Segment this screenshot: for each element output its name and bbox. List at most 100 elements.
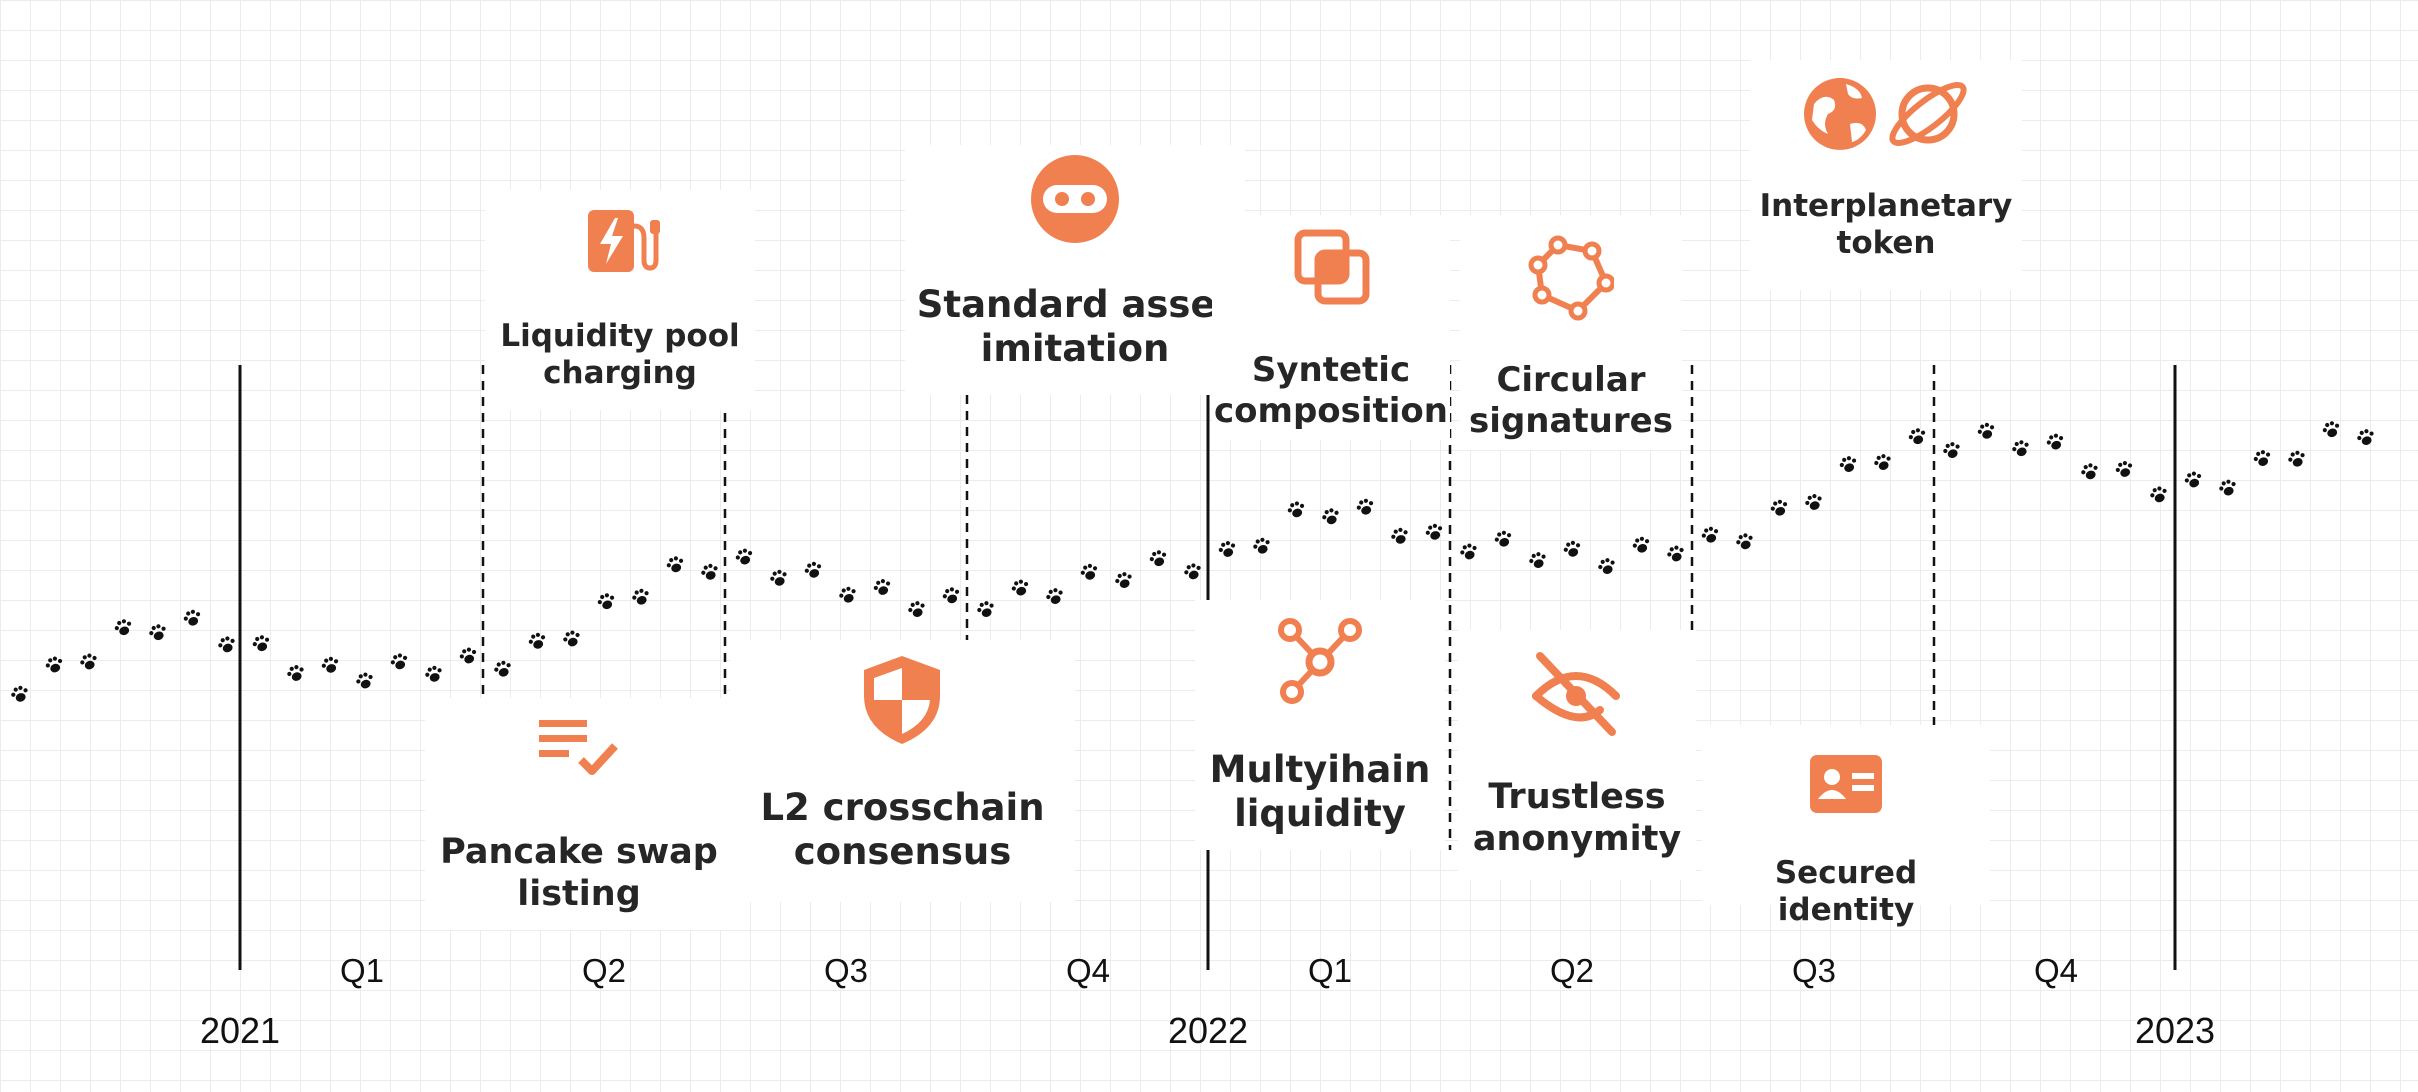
milestone-pancake-swap-listing: Pancake swap listing — [425, 698, 733, 930]
paw-print — [701, 563, 718, 580]
paw-print — [942, 587, 960, 604]
paw-print — [1494, 530, 1512, 547]
paw-print — [425, 665, 442, 682]
quarter-label: Q4 — [1065, 952, 1111, 989]
paw-print — [873, 578, 891, 595]
paw-print — [1287, 501, 1305, 518]
paw-print — [2184, 471, 2202, 488]
paw-print — [218, 636, 235, 653]
paw-print — [1874, 454, 1891, 470]
ev-charger-icon — [582, 202, 660, 280]
milestone-label: Syntetic composition — [1214, 350, 1448, 431]
paw-print — [114, 619, 132, 636]
milestone-label: Standard asset imitation — [916, 283, 1234, 371]
shield-icon — [858, 652, 946, 748]
paw-print — [183, 609, 201, 626]
polygon-nodes-icon — [1528, 235, 1614, 321]
milestone-label: Multyihain liquidity — [1209, 748, 1431, 836]
paw-print — [1943, 442, 1960, 458]
paw-print — [1149, 550, 1167, 567]
paw-print — [1908, 428, 1926, 445]
milestone-secured-identity: Secured identity — [1702, 725, 1990, 928]
paw-print — [977, 601, 994, 617]
paw-print — [666, 556, 684, 573]
paw-print — [908, 601, 925, 617]
paw-print — [1080, 563, 1098, 580]
paw-print — [1391, 527, 1408, 544]
milestone-liquidity-pool-charging: Liquidity pool charging — [485, 190, 755, 410]
paw-print — [563, 630, 580, 647]
milestone-circular-signatures: Circular signatures — [1460, 215, 1682, 450]
milestone-multichain-liquidity: Multyihain liquidity — [1195, 600, 1445, 850]
paw-print — [1253, 537, 1270, 554]
paw-print — [1805, 493, 1822, 510]
paw-print — [2219, 479, 2236, 496]
paw-print — [45, 656, 63, 673]
paw-print — [1701, 526, 1719, 543]
layered-squares-icon — [1292, 227, 1372, 307]
paw-print — [2046, 433, 2064, 450]
paw-print — [2357, 429, 2374, 445]
paw-print — [1529, 552, 1546, 568]
paw-print — [528, 632, 546, 649]
milestone-trustless-anonymity: Trustless anonymity — [1458, 630, 1696, 880]
paw-print — [1115, 572, 1132, 588]
paw-print — [2150, 486, 2167, 503]
paw-print — [287, 664, 304, 681]
paw-print — [804, 561, 822, 578]
paw-print — [1839, 456, 1857, 472]
id-card-icon — [1808, 753, 1884, 815]
milestone-label: Circular signatures — [1469, 360, 1673, 441]
milestone-syntetic-composition: Syntetic composition — [1212, 215, 1450, 440]
paw-print — [1667, 545, 1684, 562]
paw-print — [356, 672, 373, 689]
quarter-label: Q3 — [1791, 952, 1837, 989]
paw-print — [1218, 540, 1236, 557]
checklist-icon — [537, 716, 619, 778]
paw-print — [735, 548, 753, 565]
milestone-interplanetary-token: Interplanetary token — [1750, 60, 2022, 290]
milestone-label: L2 crosschain consensus — [760, 786, 1045, 874]
paw-print — [1632, 536, 1650, 553]
quarter-label: Q3 — [823, 952, 869, 989]
milestone-label: Secured identity — [1774, 855, 1918, 929]
quarter-label: Q1 — [339, 952, 385, 989]
paw-print — [321, 656, 339, 673]
eye-off-icon — [1530, 650, 1622, 738]
network-nodes-icon — [1274, 614, 1366, 706]
paw-print — [1356, 498, 1374, 515]
paw-print — [252, 635, 270, 652]
quarter-label: Q2 — [1549, 952, 1595, 989]
paw-print — [2288, 450, 2305, 467]
milestone-standard-asset-imitation: Standard asset imitation — [905, 145, 1245, 395]
paw-print — [1425, 523, 1443, 540]
paw-print — [597, 593, 615, 610]
paw-print — [11, 685, 28, 702]
paw-print — [1563, 540, 1581, 557]
year-label: 2021 — [199, 1010, 281, 1051]
paw-print — [459, 647, 477, 664]
paw-print — [2115, 460, 2133, 477]
paw-print — [770, 569, 787, 586]
paw-print — [1977, 422, 1995, 439]
quarter-label: Q1 — [1307, 952, 1353, 989]
paw-print — [1460, 543, 1477, 560]
paw-print — [632, 588, 649, 605]
paw-print — [1770, 499, 1788, 516]
paw-print — [390, 653, 408, 670]
paw-print — [80, 653, 97, 670]
milestone-label: Interplanetary token — [1759, 188, 2013, 262]
paw-print — [1011, 579, 1029, 596]
paw-print — [2253, 450, 2271, 466]
milestone-label: Pancake swap listing — [440, 832, 718, 914]
paw-print — [1046, 588, 1063, 604]
paw-print — [1184, 563, 1201, 580]
ninja-mask-icon — [1029, 153, 1121, 245]
year-label: 2022 — [1167, 1010, 1249, 1051]
quarter-label: Q4 — [2033, 952, 2079, 989]
globe-planet-icon — [1802, 74, 1974, 154]
paw-print — [149, 624, 166, 641]
paw-print — [839, 586, 856, 603]
